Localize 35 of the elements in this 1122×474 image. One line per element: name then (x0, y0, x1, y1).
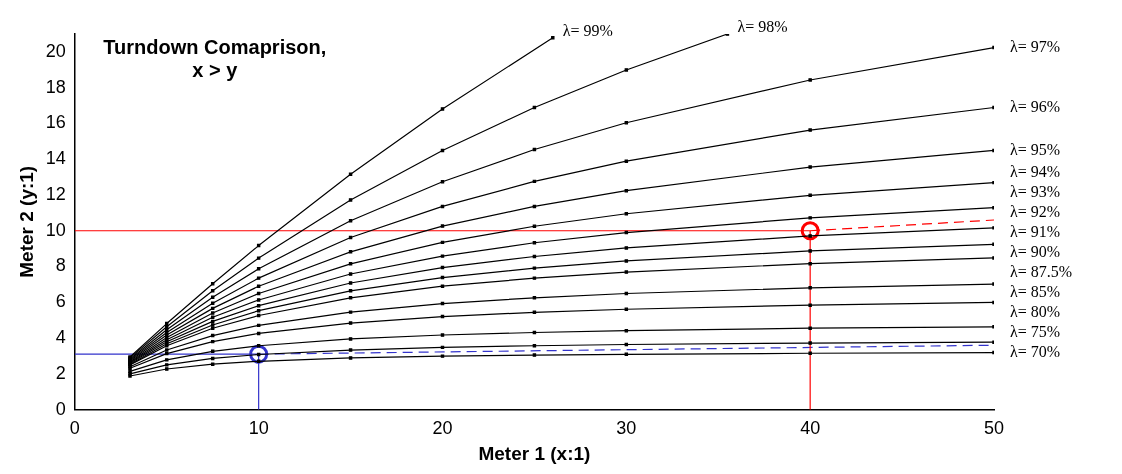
series-label: λ= 85% (1010, 282, 1061, 300)
x-tick-label: 30 (616, 418, 637, 439)
series-label: λ= 87.5% (1010, 262, 1073, 280)
x-tick-label: 50 (983, 418, 1005, 439)
series-label: λ= 99% (562, 21, 613, 39)
y-tick-label: 8 (55, 255, 66, 276)
series-label: λ= 94% (1010, 162, 1061, 180)
x-tick-label: 10 (248, 418, 269, 439)
y-tick-label: 6 (55, 291, 66, 312)
y-tick-label: 16 (45, 112, 66, 133)
series-label: λ= 96% (1010, 97, 1061, 115)
y-tick-label: 10 (45, 219, 66, 240)
series-label: λ= 97% (1010, 37, 1061, 55)
y-axis-title: Meter 2 (y:1) (15, 165, 37, 278)
y-tick-label: 2 (55, 362, 66, 383)
series-label: λ= 95% (1010, 140, 1061, 158)
text: Turndown Comaprison, x > y (103, 35, 327, 81)
y-tick-label: 4 (55, 327, 66, 348)
series-label: λ= 75% (1010, 322, 1061, 340)
series-label: λ= 92% (1010, 202, 1061, 220)
y-tick-label: 0 (55, 398, 66, 419)
series-label: λ= 98% (737, 18, 788, 36)
y-tick-label: 14 (45, 148, 66, 169)
x-tick-label: 0 (69, 418, 80, 439)
series-label: λ= 90% (1010, 242, 1061, 260)
series-label: λ= 80% (1010, 302, 1061, 320)
y-tick-label: 12 (45, 183, 66, 204)
series-label: λ= 70% (1010, 342, 1061, 360)
x-axis-title: Meter 1 (x:1) (478, 442, 591, 464)
series-label: λ= 93% (1010, 182, 1061, 200)
series-label: λ= 91% (1010, 222, 1061, 240)
x-tick-label: 40 (800, 418, 821, 439)
y-tick-label: 20 (45, 40, 66, 61)
x-tick-label: 20 (432, 418, 453, 439)
y-tick-label: 18 (45, 76, 66, 97)
